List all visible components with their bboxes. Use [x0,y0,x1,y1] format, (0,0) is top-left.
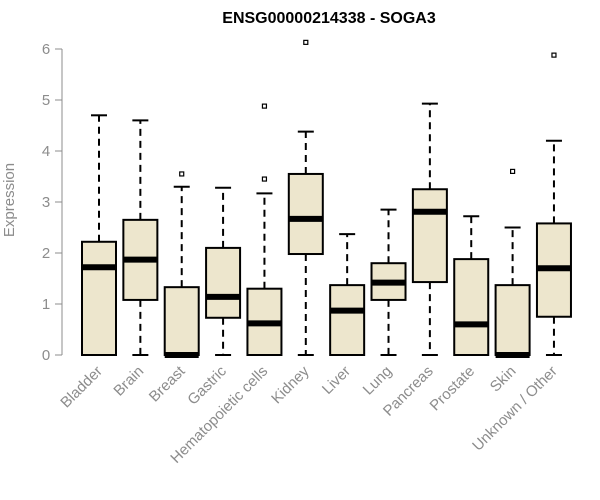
y-tick-label: 1 [42,296,50,313]
y-tick-label: 3 [42,194,50,211]
x-tick-label: Bladder [57,363,106,412]
box [494,284,531,357]
outlier-point [303,39,309,45]
outlier-point [551,52,557,58]
box [81,240,117,356]
box-group [370,208,407,356]
y-axis: 0 1 2 3 4 5 6 [42,41,63,364]
x-tick-label: Lung [360,363,396,399]
box [287,172,324,256]
y-tick-label: 0 [42,347,50,364]
box-group [411,102,448,356]
outlier-point [261,103,268,109]
box-group [81,114,117,356]
outlier-point [261,176,268,182]
box-group [494,168,531,358]
box-group [122,119,159,356]
plot-area [81,39,572,358]
x-tick-label: Prostate [427,363,479,415]
box [163,286,200,357]
x-tick-label: Brain [110,363,147,400]
x-tick-label: Liver [319,363,354,398]
y-axis-label: Expression [1,163,18,237]
y-tick-label: 6 [42,41,50,58]
y-tick-label: 2 [42,245,50,262]
outlier-point [179,171,185,177]
box-group [287,39,324,356]
box [411,188,448,284]
chart-title: ENSG00000214338 - SOGA3 [222,10,436,27]
x-tick-label: Breast [146,362,189,405]
box-group [453,215,490,356]
x-tick-label: Kidney [268,362,313,407]
box-group [329,233,366,357]
y-tick-label: 4 [42,143,50,160]
x-tick-label: Skin [487,363,520,396]
box-group [535,52,572,356]
box [453,258,490,356]
y-tick-label: 5 [42,92,50,109]
outlier-point [510,168,516,174]
box [329,284,366,357]
box-group [205,186,242,356]
box-group [163,171,200,358]
box-group [246,103,283,357]
box [205,246,242,319]
